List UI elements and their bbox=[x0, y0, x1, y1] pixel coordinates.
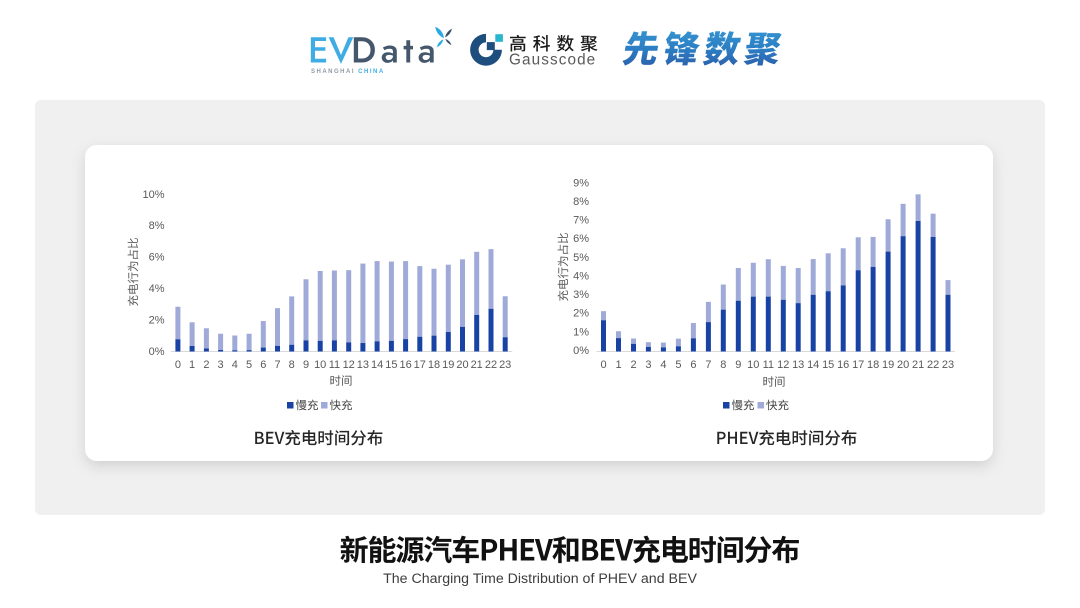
svg-text:2%: 2% bbox=[149, 315, 165, 327]
svg-text:8: 8 bbox=[289, 359, 295, 371]
svg-text:22: 22 bbox=[485, 359, 497, 371]
svg-text:18: 18 bbox=[867, 359, 879, 371]
svg-text:20: 20 bbox=[897, 359, 909, 371]
svg-text:1%: 1% bbox=[573, 326, 589, 338]
svg-text:21: 21 bbox=[912, 359, 924, 371]
svg-text:17: 17 bbox=[852, 359, 864, 371]
svg-text:7: 7 bbox=[705, 359, 711, 371]
svg-text:1: 1 bbox=[189, 359, 195, 371]
svg-text:10: 10 bbox=[747, 359, 759, 371]
svg-text:23: 23 bbox=[942, 359, 954, 371]
svg-text:5: 5 bbox=[675, 359, 681, 371]
svg-text:0%: 0% bbox=[149, 346, 165, 358]
svg-text:3: 3 bbox=[645, 359, 651, 371]
svg-text:7: 7 bbox=[274, 359, 280, 371]
svg-text:17: 17 bbox=[414, 359, 426, 371]
svg-text:2%: 2% bbox=[573, 308, 589, 320]
svg-text:8%: 8% bbox=[573, 196, 589, 208]
svg-text:6%: 6% bbox=[573, 233, 589, 245]
svg-text:7%: 7% bbox=[573, 215, 589, 227]
svg-text:18: 18 bbox=[428, 359, 440, 371]
svg-text:9: 9 bbox=[303, 359, 309, 371]
svg-text:20: 20 bbox=[456, 359, 468, 371]
svg-text:The Charging Time Distribution: The Charging Time Distribution of PHEV a… bbox=[383, 571, 697, 587]
svg-text:15: 15 bbox=[822, 359, 834, 371]
svg-text:11: 11 bbox=[763, 359, 774, 371]
svg-text:10%: 10% bbox=[142, 189, 164, 201]
svg-text:9: 9 bbox=[735, 359, 741, 371]
svg-text:1: 1 bbox=[615, 359, 621, 371]
svg-text:6%: 6% bbox=[149, 252, 165, 264]
svg-text:16: 16 bbox=[399, 359, 411, 371]
svg-text:5%: 5% bbox=[573, 252, 589, 264]
svg-text:4: 4 bbox=[232, 359, 238, 371]
svg-text:0%: 0% bbox=[573, 345, 589, 357]
svg-text:2: 2 bbox=[630, 359, 636, 371]
svg-text:6: 6 bbox=[260, 359, 266, 371]
svg-text:10: 10 bbox=[314, 359, 326, 371]
svg-text:19: 19 bbox=[442, 359, 454, 371]
svg-text:0: 0 bbox=[175, 359, 181, 371]
svg-text:21: 21 bbox=[471, 359, 483, 371]
svg-text:15: 15 bbox=[385, 359, 397, 371]
svg-text:4%: 4% bbox=[573, 270, 589, 282]
svg-text:12: 12 bbox=[343, 359, 355, 371]
svg-text:14: 14 bbox=[371, 359, 383, 371]
svg-text:19: 19 bbox=[882, 359, 894, 371]
svg-text:3%: 3% bbox=[573, 289, 589, 301]
svg-text:6: 6 bbox=[690, 359, 696, 371]
svg-text:0: 0 bbox=[600, 359, 606, 371]
svg-text:Gausscode: Gausscode bbox=[509, 51, 596, 68]
svg-text:2: 2 bbox=[203, 359, 209, 371]
svg-text:4: 4 bbox=[660, 359, 666, 371]
svg-text:SHANGHAI CHINA: SHANGHAI CHINA bbox=[311, 69, 385, 75]
svg-text:5: 5 bbox=[246, 359, 252, 371]
svg-text:16: 16 bbox=[837, 359, 849, 371]
svg-text:14: 14 bbox=[807, 359, 819, 371]
svg-text:9%: 9% bbox=[573, 177, 589, 189]
svg-text:4%: 4% bbox=[149, 283, 165, 295]
svg-text:8%: 8% bbox=[149, 220, 165, 232]
svg-text:11: 11 bbox=[329, 359, 340, 371]
svg-text:23: 23 bbox=[499, 359, 511, 371]
svg-text:22: 22 bbox=[927, 359, 939, 371]
svg-text:12: 12 bbox=[777, 359, 789, 371]
svg-text:13: 13 bbox=[357, 359, 369, 371]
svg-text:3: 3 bbox=[218, 359, 224, 371]
svg-text:13: 13 bbox=[792, 359, 804, 371]
svg-text:8: 8 bbox=[720, 359, 726, 371]
